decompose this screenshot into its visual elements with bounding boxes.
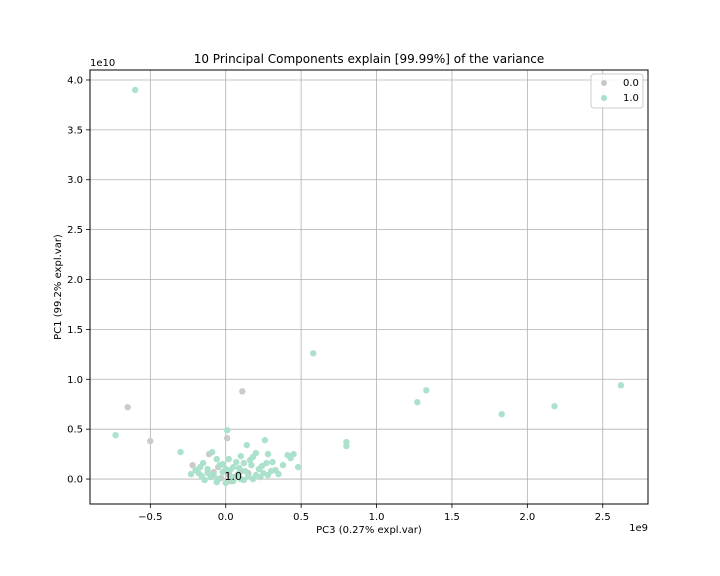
point-annotation: 1.0 bbox=[225, 470, 243, 483]
scatter-point-series-1 bbox=[261, 436, 269, 444]
y-tick-label: 3.0 bbox=[67, 175, 83, 186]
scatter-point-series-1 bbox=[198, 472, 205, 480]
scatter-point-series-1 bbox=[209, 448, 216, 456]
x-axis-ticks: −0.5 0.0 0.5 1.0 1.5 2.0 2.5 bbox=[138, 504, 611, 523]
chart-title: 10 Principal Components explain [99.99%]… bbox=[194, 52, 545, 66]
scatter-point-series-1 bbox=[269, 458, 276, 466]
scatter-point-series-1 bbox=[210, 471, 217, 479]
y-tick-label: 0.0 bbox=[67, 475, 83, 486]
scatter-point-series-1 bbox=[233, 458, 240, 466]
scatter-point-series-1 bbox=[264, 450, 272, 458]
scatter-point-series-1 bbox=[279, 461, 287, 469]
scatter-point-series-0 bbox=[239, 388, 246, 395]
x-tick-label: −0.5 bbox=[138, 512, 162, 523]
scatter-point-series-1 bbox=[236, 464, 243, 472]
scatter-point-series-1 bbox=[248, 461, 255, 469]
scatter-point-series-1 bbox=[243, 441, 250, 449]
y-tick-label: 0.5 bbox=[67, 425, 83, 436]
y-tick-label: 3.5 bbox=[67, 125, 83, 136]
y-axis-ticks: 0.0 0.5 1.0 1.5 2.0 2.5 3.0 3.5 4.0 bbox=[67, 75, 90, 486]
legend-label-0: 0.0 bbox=[623, 78, 639, 89]
scatter-point-series-1 bbox=[310, 350, 317, 357]
x-tick-label: 2.5 bbox=[595, 512, 611, 523]
x-tick-label: 1.0 bbox=[369, 512, 385, 523]
legend-marker-1 bbox=[601, 95, 607, 101]
scatter-point-series-1 bbox=[177, 448, 184, 456]
legend: 0.0 1.0 bbox=[590, 73, 644, 109]
scatter-point-series-1 bbox=[112, 432, 119, 439]
scatter-point-series-0 bbox=[124, 404, 131, 411]
x-tick-label: 2.0 bbox=[519, 512, 535, 523]
y-tick-label: 4.0 bbox=[67, 75, 83, 86]
scatter-point-series-0 bbox=[189, 461, 196, 469]
scatter-point-series-1 bbox=[234, 470, 241, 478]
x-axis-offset-label: 1e9 bbox=[629, 523, 648, 534]
scatter-point-series-1 bbox=[343, 442, 350, 450]
plot-frame bbox=[89, 69, 649, 505]
x-tick-label: 1.5 bbox=[444, 512, 460, 523]
scatter-point-series-1 bbox=[237, 452, 244, 460]
scatter-point-series-1 bbox=[213, 455, 220, 463]
scatter-point-series-1 bbox=[258, 462, 266, 470]
scatter-point-series-1 bbox=[224, 427, 231, 434]
scatter-point-series-1 bbox=[245, 472, 252, 480]
legend-marker-0 bbox=[601, 80, 607, 86]
scatter-point-series-1 bbox=[132, 86, 139, 94]
legend-label-1: 1.0 bbox=[623, 93, 639, 104]
scatter-point-series-1 bbox=[227, 466, 234, 474]
scatter-point-series-1 bbox=[275, 470, 282, 478]
scatter-point-series-0 bbox=[147, 437, 154, 445]
y-tick-label: 2.0 bbox=[67, 275, 83, 286]
scatter-point-series-1 bbox=[249, 475, 257, 483]
scatter-point-series-1 bbox=[264, 471, 272, 479]
scatter-point-series-1 bbox=[290, 450, 297, 458]
x-tick-label: 0.5 bbox=[293, 512, 309, 523]
scatter-point-series-1 bbox=[219, 468, 226, 476]
scatter-point-series-1 bbox=[240, 459, 247, 467]
scatter-point-series-1 bbox=[423, 387, 430, 394]
y-tick-label: 1.0 bbox=[67, 375, 83, 386]
scatter-point-series-1 bbox=[414, 399, 421, 406]
scatter-point-series-1 bbox=[257, 473, 264, 481]
scatter-point-series-1 bbox=[263, 459, 270, 467]
scatter-points bbox=[112, 86, 625, 487]
scatter-point-series-1 bbox=[242, 467, 249, 475]
scatter-point-series-1 bbox=[240, 476, 247, 484]
y-axis-label: PC1 (99.2% expl.var) bbox=[53, 234, 64, 340]
y-axis-offset-label: 1e10 bbox=[90, 58, 115, 69]
scatter-point-series-1 bbox=[228, 473, 235, 481]
x-axis-label: PC3 (0.27% expl.var) bbox=[316, 525, 422, 536]
scatter-point-series-1 bbox=[187, 470, 195, 478]
scatter-point-series-1 bbox=[246, 456, 254, 464]
scatter-point-series-1 bbox=[222, 479, 229, 487]
y-tick-label: 1.5 bbox=[67, 325, 83, 336]
y-tick-label: 2.5 bbox=[67, 225, 83, 236]
grid bbox=[90, 70, 648, 504]
scatter-point-series-0 bbox=[224, 435, 231, 442]
scatter-point-series-1 bbox=[213, 478, 220, 486]
scatter-point-series-1 bbox=[196, 463, 204, 471]
scatter-point-series-1 bbox=[617, 382, 625, 389]
scatter-point-series-1 bbox=[294, 463, 302, 471]
x-tick-label: 0.0 bbox=[218, 512, 234, 523]
scatter-point-series-1 bbox=[551, 403, 558, 410]
scatter-point-series-1 bbox=[225, 455, 232, 463]
scatter-point-series-1 bbox=[219, 460, 226, 468]
scatter-point-series-1 bbox=[204, 469, 211, 477]
scatter-point-series-1 bbox=[498, 411, 505, 418]
